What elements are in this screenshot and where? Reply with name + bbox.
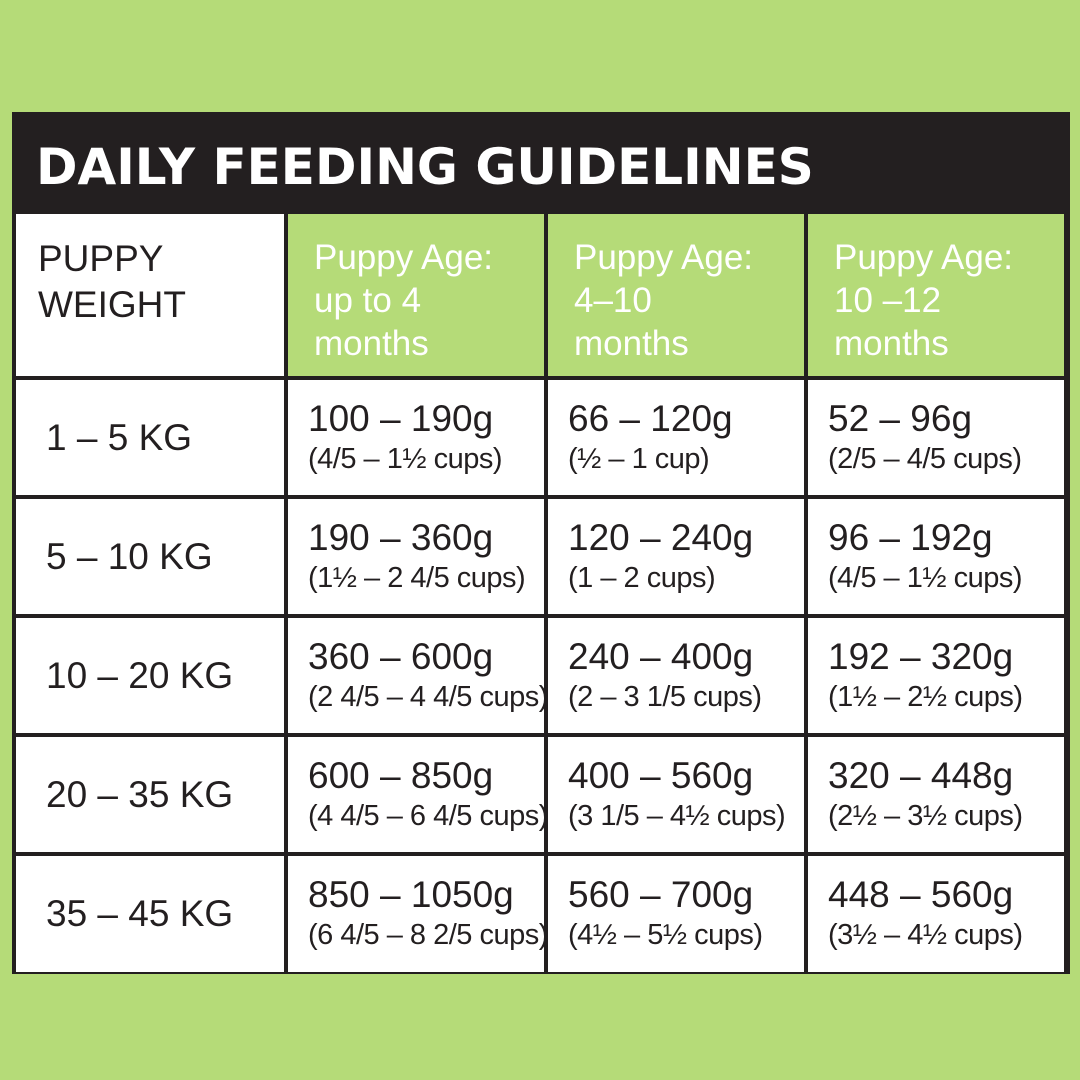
- amount-cell: 560 – 700g (4½ – 5½ cups): [548, 856, 804, 972]
- amount-cell: 320 – 448g (2½ – 3½ cups): [808, 737, 1064, 852]
- amount-cell: 448 – 560g (3½ – 4½ cups): [808, 856, 1064, 972]
- amount-cell: 52 – 96g (2/5 – 4/5 cups): [808, 380, 1064, 495]
- cups-value: (2 4/5 – 4 4/5 cups): [308, 681, 548, 713]
- amount-cell: 100 – 190g (4/5 – 1½ cups): [288, 380, 544, 495]
- amount-cell: 240 – 400g (2 – 3 1/5 cups): [548, 618, 804, 733]
- amount-cell: 850 – 1050g (6 4/5 – 8 2/5 cups): [288, 856, 548, 972]
- feeding-guidelines-table: DAILY FEEDING GUIDELINES PUPPY WEIGHT Pu…: [12, 112, 1070, 974]
- cups-value: (2½ – 3½ cups): [828, 800, 1023, 832]
- header-age-line3: months: [574, 324, 689, 363]
- grams-value: 850 – 1050g: [308, 874, 514, 915]
- amount-cell: 360 – 600g (2 4/5 – 4 4/5 cups): [288, 618, 548, 733]
- amount-cell: 120 – 240g (1 – 2 cups): [548, 499, 804, 614]
- cups-value: (4/5 – 1½ cups): [308, 443, 503, 475]
- header-age-10-12: Puppy Age: 10 –12 months: [808, 214, 1064, 376]
- cups-value: (1 – 2 cups): [568, 562, 716, 594]
- weight-cell: 35 – 45 KG: [16, 856, 284, 972]
- grams-value: 192 – 320g: [828, 636, 1014, 677]
- cups-value: (3½ – 4½ cups): [828, 919, 1023, 951]
- grams-value: 190 – 360g: [308, 517, 494, 558]
- grams-value: 240 – 400g: [568, 636, 754, 677]
- header-age-line3: months: [314, 324, 429, 363]
- header-age-line3: months: [834, 324, 949, 363]
- weight-cell: 5 – 10 KG: [16, 499, 284, 614]
- grams-value: 66 – 120g: [568, 398, 733, 439]
- title-bar: DAILY FEEDING GUIDELINES: [12, 112, 1070, 214]
- header-weight-line2: WEIGHT: [38, 284, 186, 325]
- grams-value: 52 – 96g: [828, 398, 973, 439]
- amount-cell: 400 – 560g (3 1/5 – 4½ cups): [548, 737, 804, 852]
- weight-cell: 10 – 20 KG: [16, 618, 284, 733]
- header-age-line2: up to 4: [314, 281, 422, 320]
- grams-value: 120 – 240g: [568, 517, 754, 558]
- amount-cell: 96 – 192g (4/5 – 1½ cups): [808, 499, 1064, 614]
- weight-cell: 1 – 5 KG: [16, 380, 284, 495]
- amount-cell: 66 – 120g (½ – 1 cup): [548, 380, 804, 495]
- cups-value: (4½ – 5½ cups): [568, 919, 763, 951]
- grams-value: 400 – 560g: [568, 755, 754, 796]
- header-age-line1: Puppy Age:: [834, 238, 1014, 277]
- grams-value: 320 – 448g: [828, 755, 1014, 796]
- header-age-line1: Puppy Age:: [314, 238, 494, 277]
- grams-value: 100 – 190g: [308, 398, 494, 439]
- grams-value: 96 – 192g: [828, 517, 993, 558]
- page-title: DAILY FEEDING GUIDELINES: [36, 138, 814, 196]
- amount-cell: 600 – 850g (4 4/5 – 6 4/5 cups): [288, 737, 548, 852]
- cups-value: (4 4/5 – 6 4/5 cups): [308, 800, 548, 832]
- cups-value: (4/5 – 1½ cups): [828, 562, 1023, 594]
- weight-cell: 20 – 35 KG: [16, 737, 284, 852]
- cups-value: (1½ – 2½ cups): [828, 681, 1023, 713]
- cups-value: (6 4/5 – 8 2/5 cups): [308, 919, 548, 951]
- cups-value: (2/5 – 4/5 cups): [828, 443, 1022, 475]
- header-puppy-weight: PUPPY WEIGHT: [16, 214, 284, 376]
- grams-value: 560 – 700g: [568, 874, 754, 915]
- feeding-grid: PUPPY WEIGHT Puppy Age: up to 4 months P…: [16, 214, 1068, 972]
- amount-cell: 192 – 320g (1½ – 2½ cups): [808, 618, 1064, 733]
- header-age-line2: 4–10: [574, 281, 652, 320]
- grams-value: 448 – 560g: [828, 874, 1014, 915]
- grams-value: 360 – 600g: [308, 636, 494, 677]
- cups-value: (1½ – 2 4/5 cups): [308, 562, 526, 594]
- header-weight-line1: PUPPY: [38, 238, 164, 279]
- header-age-4-10: Puppy Age: 4–10 months: [548, 214, 804, 376]
- cups-value: (½ – 1 cup): [568, 443, 710, 475]
- cups-value: (2 – 3 1/5 cups): [568, 681, 762, 713]
- header-age-up-to-4: Puppy Age: up to 4 months: [288, 214, 544, 376]
- header-age-line1: Puppy Age:: [574, 238, 754, 277]
- cups-value: (3 1/5 – 4½ cups): [568, 800, 786, 832]
- header-age-line2: 10 –12: [834, 281, 942, 320]
- amount-cell: 190 – 360g (1½ – 2 4/5 cups): [288, 499, 544, 614]
- grams-value: 600 – 850g: [308, 755, 494, 796]
